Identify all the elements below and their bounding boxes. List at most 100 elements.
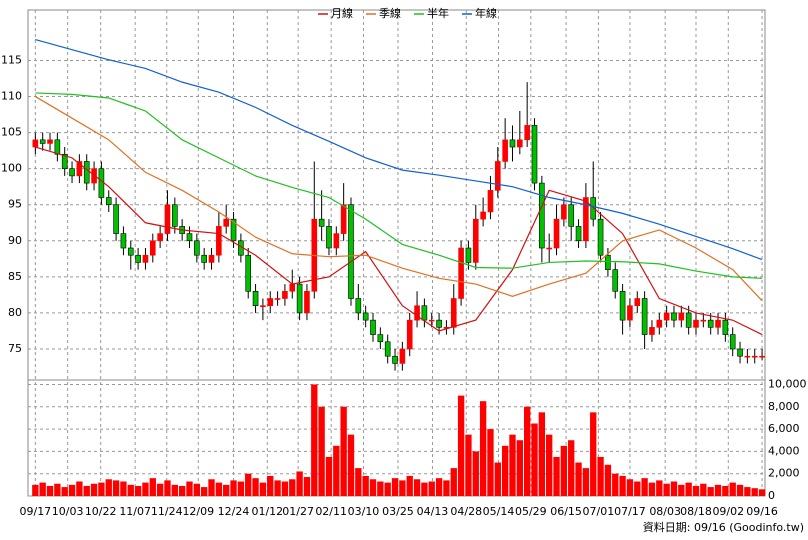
volume-bar [303,477,311,496]
volume-bar [76,481,83,496]
volume-bar [98,482,105,496]
candle-body [751,355,758,358]
candle-body [517,139,523,148]
candle-body [634,298,641,307]
volume-bar [355,468,362,496]
volume-bar [736,484,744,496]
candle-body [127,247,134,256]
candle-body [392,355,398,364]
volume-bar [421,482,428,496]
volume-bar [714,484,722,496]
volume-bar [208,479,215,496]
candle-body [333,233,340,249]
x-tick-label: 09/02 [712,505,744,518]
volume-bar [90,483,98,496]
volume-bar [641,478,648,496]
volume-bar [32,484,39,496]
volume-bar [619,475,626,496]
candle-body [69,168,75,177]
moving-average-line [35,146,763,336]
volume-bar [744,487,751,496]
candle-body [377,334,384,343]
candle-body [304,290,310,314]
volume-bar [369,479,377,496]
x-tick-label: 11/24 [151,505,183,518]
volume-bar [487,429,494,496]
candle-body [194,240,200,256]
volume-bar [472,451,479,496]
volume-bar [406,475,413,496]
volume-bar [223,484,230,496]
candle-body [531,125,538,184]
volume-bar [237,481,245,496]
volume-bar [274,480,281,496]
candle-body [370,319,376,335]
volume-bar [523,406,531,496]
moving-average-line [35,96,763,302]
volume-bar [105,479,112,496]
volume-bar [164,480,171,496]
volume-bar [663,483,670,496]
candle-body [436,319,442,328]
candle-body [414,305,420,321]
x-tick-label: 07/01 [583,505,615,518]
candle-body [245,254,252,292]
candle-body [472,218,479,263]
volume-bar [54,483,61,496]
volume-bar [245,473,252,496]
volume-bar [171,484,178,496]
candle-body [700,319,707,322]
volume-bar [362,475,369,496]
volume-bar [68,484,76,496]
candle-body [113,204,119,234]
candle-body [267,298,274,307]
volume-bar [399,480,406,496]
volume-bar [546,434,553,496]
footer: 資料日期: 09/16 (Goodinfo.tw) [643,520,804,534]
candle-body [744,355,751,358]
x-tick-label: 01/12 [251,505,283,518]
volume-bar [156,483,164,496]
x-tick-label: 04/13 [417,505,449,518]
volume-bar [509,434,516,496]
y2-tick-label: 4,000 [768,444,800,457]
candle-body [61,153,68,169]
x-tick-label: 11/07 [119,505,151,518]
volume-bar [582,468,590,496]
volume-bar [678,484,685,496]
candle-body [495,161,501,191]
candle-body [326,226,332,249]
volume-bar [281,481,289,496]
y-tick-label: 85 [8,270,22,283]
candle-body [296,283,303,314]
y2-tick-label: 2,000 [768,467,800,480]
candle-body [487,190,494,213]
volume-bar [729,482,736,496]
x-tick-label: 02/11 [315,505,347,518]
volume-bar [311,384,318,496]
volume-bar [634,481,641,496]
candle-body [480,211,486,220]
volume-bar [142,482,149,496]
candle-body [318,218,325,227]
candle-body [509,139,516,148]
candle-body [458,247,464,299]
y2-tick-label: 6,000 [768,422,800,435]
candle-body [142,254,149,263]
candle-body [450,298,457,328]
volume-bar [597,456,604,496]
candle-body [715,319,721,328]
x-tick-label: 10/03 [52,505,84,518]
volume-bar [656,480,663,496]
candle-body [260,305,266,308]
candle-body [707,319,714,328]
volume-bar [325,456,333,496]
volume-bar [318,406,325,496]
candle-body [619,290,626,321]
candle-body [737,348,743,357]
candle-body [274,298,281,300]
candle-body [289,283,296,292]
x-tick-label: 08/03 [649,505,681,518]
candle-body [399,348,406,364]
